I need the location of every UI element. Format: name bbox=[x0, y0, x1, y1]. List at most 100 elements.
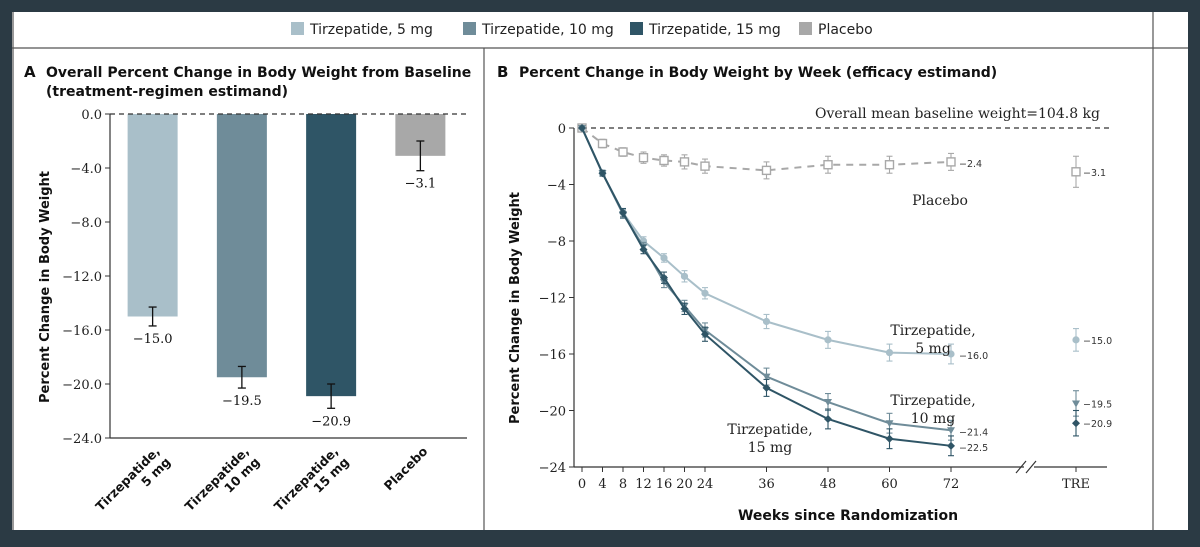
panel-b-series: −2.4 −3.1 Placebo bbox=[577, 123, 1106, 209]
panel-b-end-value-label: −16.0 bbox=[959, 351, 988, 362]
panel-a-y-tick-label: 0.0 bbox=[81, 108, 102, 123]
panel-b-axis-break bbox=[1015, 460, 1027, 474]
panel-b-series-label-line: Placebo bbox=[912, 193, 968, 209]
panel-b-y-tick-label: −8 bbox=[547, 235, 566, 250]
panel-b-point bbox=[701, 289, 709, 297]
panel-b-tre-value-label: −3.1 bbox=[1083, 168, 1106, 179]
panel-b-point bbox=[701, 330, 709, 339]
legend-label-15mg: Tirzepatide, 15 mg bbox=[648, 22, 781, 38]
legend-swatch-placebo bbox=[799, 22, 812, 35]
panel-b-point bbox=[619, 208, 627, 217]
panel-b-point bbox=[639, 245, 648, 254]
panel-b-series-label-line: Tirzepatide, bbox=[727, 422, 812, 438]
panel-b-point bbox=[947, 427, 955, 435]
panel-b-point bbox=[638, 152, 649, 163]
figure-frame: Tirzepatide, 5 mg Tirzepatide, 10 mg Tir… bbox=[12, 12, 1188, 530]
panel-b-point bbox=[660, 273, 668, 282]
panel-b-series: −21.4 −19.5 Tirzepatide, 10 mg bbox=[578, 125, 1112, 441]
panel-b-title: Percent Change in Body Weight by Week (e… bbox=[519, 65, 997, 81]
panel-b-y-tick-label: −24 bbox=[539, 461, 566, 476]
panel-b-x-tick-label: 60 bbox=[881, 477, 898, 492]
panel-b-x-tick-label: 20 bbox=[676, 477, 693, 492]
panel-b-series-label: Placebo bbox=[912, 193, 968, 209]
panel-b-point bbox=[679, 157, 690, 167]
figure-canvas: Tirzepatide, 5 mg Tirzepatide, 10 mg Tir… bbox=[12, 12, 1188, 530]
panel-b-series-label-line: 5 mg bbox=[915, 341, 951, 357]
panel-b-tre-value-label: −19.5 bbox=[1083, 399, 1112, 410]
panel-a-value-label: −19.5 bbox=[222, 394, 262, 409]
panel-b-x-tick-label: 72 bbox=[943, 477, 960, 492]
panel-b-point bbox=[762, 317, 771, 326]
panel-a-y-tick-label: −20.0 bbox=[62, 378, 102, 393]
panel-b-letter: B bbox=[497, 63, 508, 81]
panel-b-tre-point bbox=[1072, 336, 1080, 344]
panel-b-point bbox=[680, 272, 689, 280]
panel-b-x-tick-label: 16 bbox=[656, 477, 673, 492]
legend-item-placebo: Placebo bbox=[799, 22, 873, 38]
panel-b-point bbox=[761, 165, 772, 176]
panel-b-series-label-line: 15 mg bbox=[748, 440, 793, 456]
panel-a-y-tick-label: −12.0 bbox=[62, 270, 102, 285]
panel-a-bar bbox=[306, 114, 357, 397]
panel-b-point bbox=[884, 160, 895, 170]
panel-b-point bbox=[659, 155, 669, 166]
panel-a-category-label: Tirzepatide,10 mg bbox=[182, 444, 263, 525]
panel-b-y-tick-label: −4 bbox=[547, 179, 566, 194]
panel-b-point bbox=[700, 161, 710, 171]
legend-label-10mg: Tirzepatide, 10 mg bbox=[481, 22, 614, 38]
panel-b-tre-point bbox=[1072, 400, 1080, 408]
panel-a-y-tick-label: −8.0 bbox=[70, 216, 102, 231]
panel-b-ylabel: Percent Change in Body Weight bbox=[508, 192, 523, 424]
panel-a-title: Overall Percent Change in Body Weight fr… bbox=[46, 65, 471, 81]
panel-b-tre-point bbox=[1072, 419, 1080, 428]
panel-a-ylabel: Percent Change in Body Weight bbox=[38, 171, 53, 403]
panel-a-y-tick-label: −24.0 bbox=[62, 432, 102, 447]
panel-b-point bbox=[947, 441, 955, 450]
panel-b: B Percent Change in Body Weight by Week … bbox=[497, 63, 1112, 524]
panel-b-point bbox=[824, 414, 832, 423]
legend-swatch-10mg bbox=[463, 22, 476, 35]
panel-b-y-tick-label: −20 bbox=[539, 405, 566, 420]
panel-b-y-tick-label: 0 bbox=[558, 122, 566, 137]
panel-b-point bbox=[762, 383, 771, 392]
panel-b-point bbox=[946, 157, 956, 167]
panel-a-bar bbox=[216, 114, 267, 378]
panel-b-tre-value-label: −15.0 bbox=[1083, 336, 1112, 347]
panel-b-point bbox=[885, 420, 894, 428]
panel-b-point bbox=[762, 373, 771, 381]
legend-item-5mg: Tirzepatide, 5 mg bbox=[291, 22, 433, 38]
panel-b-series: −22.5 −20.9 Tirzepatide, 15 mg bbox=[578, 124, 1112, 457]
panel-b-point bbox=[823, 160, 833, 170]
panel-b-baseline-note: Overall mean baseline weight=104.8 kg bbox=[815, 106, 1100, 122]
panel-b-x-tick-label: 4 bbox=[598, 477, 606, 492]
panel-b-series-label-line: Tirzepatide, bbox=[890, 393, 975, 409]
panel-b-point bbox=[660, 254, 668, 262]
panel-b-series-label-line: Tirzepatide, bbox=[890, 323, 975, 339]
panel-b-end-value-label: −22.5 bbox=[959, 443, 988, 454]
panel-b-point bbox=[680, 304, 689, 313]
panel-b-point bbox=[598, 169, 607, 178]
panel-b-x-tick-label: 48 bbox=[820, 477, 837, 492]
panel-b-point bbox=[885, 434, 894, 443]
panel-b-tre-label: TRE bbox=[1062, 477, 1090, 492]
panel-b-x-tick-label: 0 bbox=[578, 477, 586, 492]
panel-b-point bbox=[597, 138, 608, 149]
panel-a-category-label-line: Placebo bbox=[381, 443, 431, 493]
panel-b-point bbox=[885, 348, 894, 357]
panel-b-point bbox=[618, 147, 628, 157]
legend-item-15mg: Tirzepatide, 15 mg bbox=[630, 22, 781, 38]
panel-a-category-label: Tirzepatide,5 mg bbox=[92, 444, 173, 525]
panel-a-category-label: Placebo bbox=[381, 443, 431, 493]
legend: Tirzepatide, 5 mg Tirzepatide, 10 mg Tir… bbox=[291, 22, 873, 38]
panel-a-value-label: −15.0 bbox=[133, 332, 173, 347]
panel-b-axis-break bbox=[1025, 460, 1037, 474]
panel-b-end-value-label: −2.4 bbox=[959, 159, 982, 170]
panel-b-series-label: Tirzepatide, 10 mg bbox=[890, 393, 975, 427]
panel-b-x-tick-label: 8 bbox=[619, 477, 627, 492]
panel-a-y-tick-label: −16.0 bbox=[62, 324, 102, 339]
panel-a: A Overall Percent Change in Body Weight … bbox=[24, 63, 471, 525]
panel-a-category-label: Tirzepatide,15 mg bbox=[271, 444, 352, 525]
legend-label-5mg: Tirzepatide, 5 mg bbox=[309, 22, 433, 38]
panel-b-point bbox=[578, 124, 586, 132]
legend-item-10mg: Tirzepatide, 10 mg bbox=[463, 22, 614, 38]
